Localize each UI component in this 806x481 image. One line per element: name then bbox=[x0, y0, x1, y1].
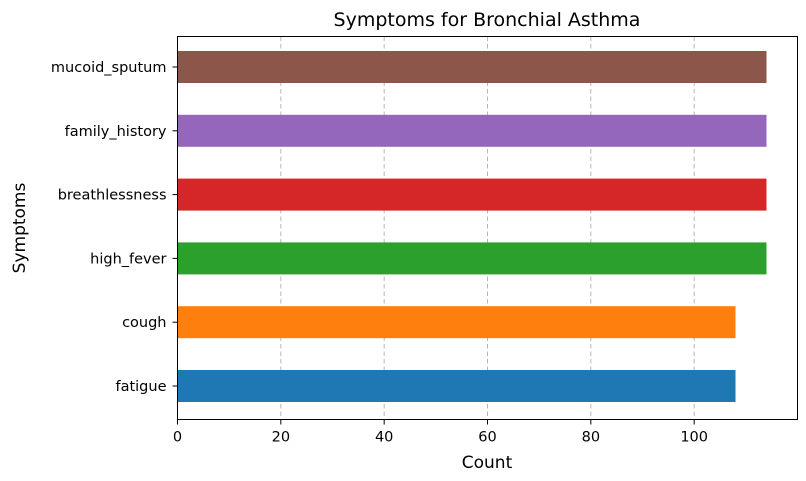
bar-family_history bbox=[177, 114, 767, 147]
bar-mucoid_sputum bbox=[177, 51, 767, 83]
bar-breathlessness bbox=[177, 178, 767, 211]
chart-title: Symptoms for Bronchial Asthma bbox=[334, 9, 641, 31]
bar-cough bbox=[177, 306, 736, 339]
x-axis-ticks: 0 20 40 60 80 100 bbox=[173, 419, 708, 446]
y-tick-label-high_fever: high_fever bbox=[90, 251, 166, 267]
y-axis-ticks: fatigue cough high_fever breathlessness fami… bbox=[51, 60, 178, 395]
y-tick-label-family_history: family_history bbox=[65, 124, 167, 140]
x-tick-label: 80 bbox=[582, 430, 600, 446]
x-tick-label: 0 bbox=[173, 430, 182, 446]
bar-high_fever bbox=[177, 242, 767, 275]
y-axis-label: Symptoms bbox=[10, 183, 30, 274]
x-tick-label: 40 bbox=[375, 430, 393, 446]
x-tick-label: 20 bbox=[272, 430, 290, 446]
x-tick-label: 100 bbox=[680, 430, 708, 446]
y-tick-label-cough: cough bbox=[122, 315, 166, 331]
y-tick-label-breathlessness: breathlessness bbox=[58, 188, 167, 204]
y-tick-label-fatigue: fatigue bbox=[115, 379, 166, 395]
bars bbox=[177, 51, 767, 402]
y-tick-label-mucoid_sputum: mucoid_sputum bbox=[51, 60, 167, 76]
x-axis-label: Count bbox=[462, 453, 513, 473]
x-tick-label: 60 bbox=[478, 430, 496, 446]
grid-lines bbox=[280, 36, 695, 420]
bar-fatigue bbox=[177, 370, 736, 402]
